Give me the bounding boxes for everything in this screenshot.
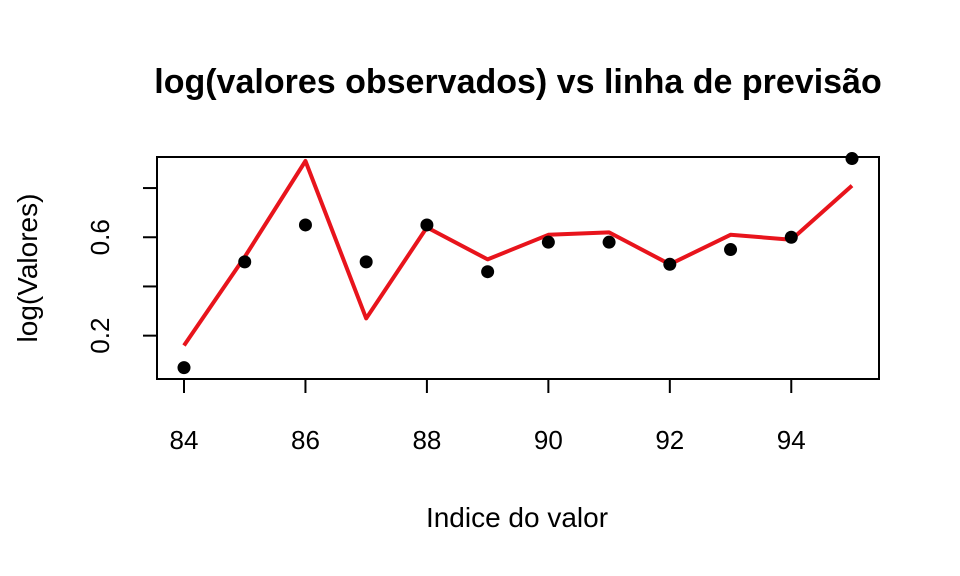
x-tick-label: 84: [170, 425, 199, 455]
y-axis: 0.2 0.6: [85, 187, 158, 354]
data-point: [238, 255, 252, 269]
data-point: [177, 361, 191, 375]
x-tick-label: 92: [655, 425, 684, 455]
series-layer: [177, 152, 859, 375]
y-tick-label: 0.2: [85, 318, 115, 354]
x-axis: 84 86 88 90 92 94: [170, 378, 806, 455]
x-axis-label: Indice do valor: [426, 502, 608, 533]
x-tick-label: 86: [291, 425, 320, 455]
x-tick-label: 88: [412, 425, 441, 455]
data-point: [784, 230, 798, 244]
x-tick-label: 94: [777, 425, 806, 455]
data-point: [298, 218, 312, 232]
plot-frame: [156, 156, 880, 380]
data-point: [845, 152, 859, 166]
prediction-line: [182, 159, 854, 347]
data-point: [481, 265, 495, 279]
data-point: [602, 235, 616, 249]
x-tick-label: 90: [534, 425, 563, 455]
data-point: [663, 257, 677, 271]
y-tick-label: 0.6: [85, 219, 115, 255]
data-point: [359, 255, 373, 269]
data-point: [541, 235, 555, 249]
chart-title: log(valores observados) vs linha de prev…: [154, 63, 881, 101]
y-axis-label: log(Valores): [12, 194, 43, 343]
data-point: [724, 243, 738, 257]
data-point: [420, 218, 434, 232]
